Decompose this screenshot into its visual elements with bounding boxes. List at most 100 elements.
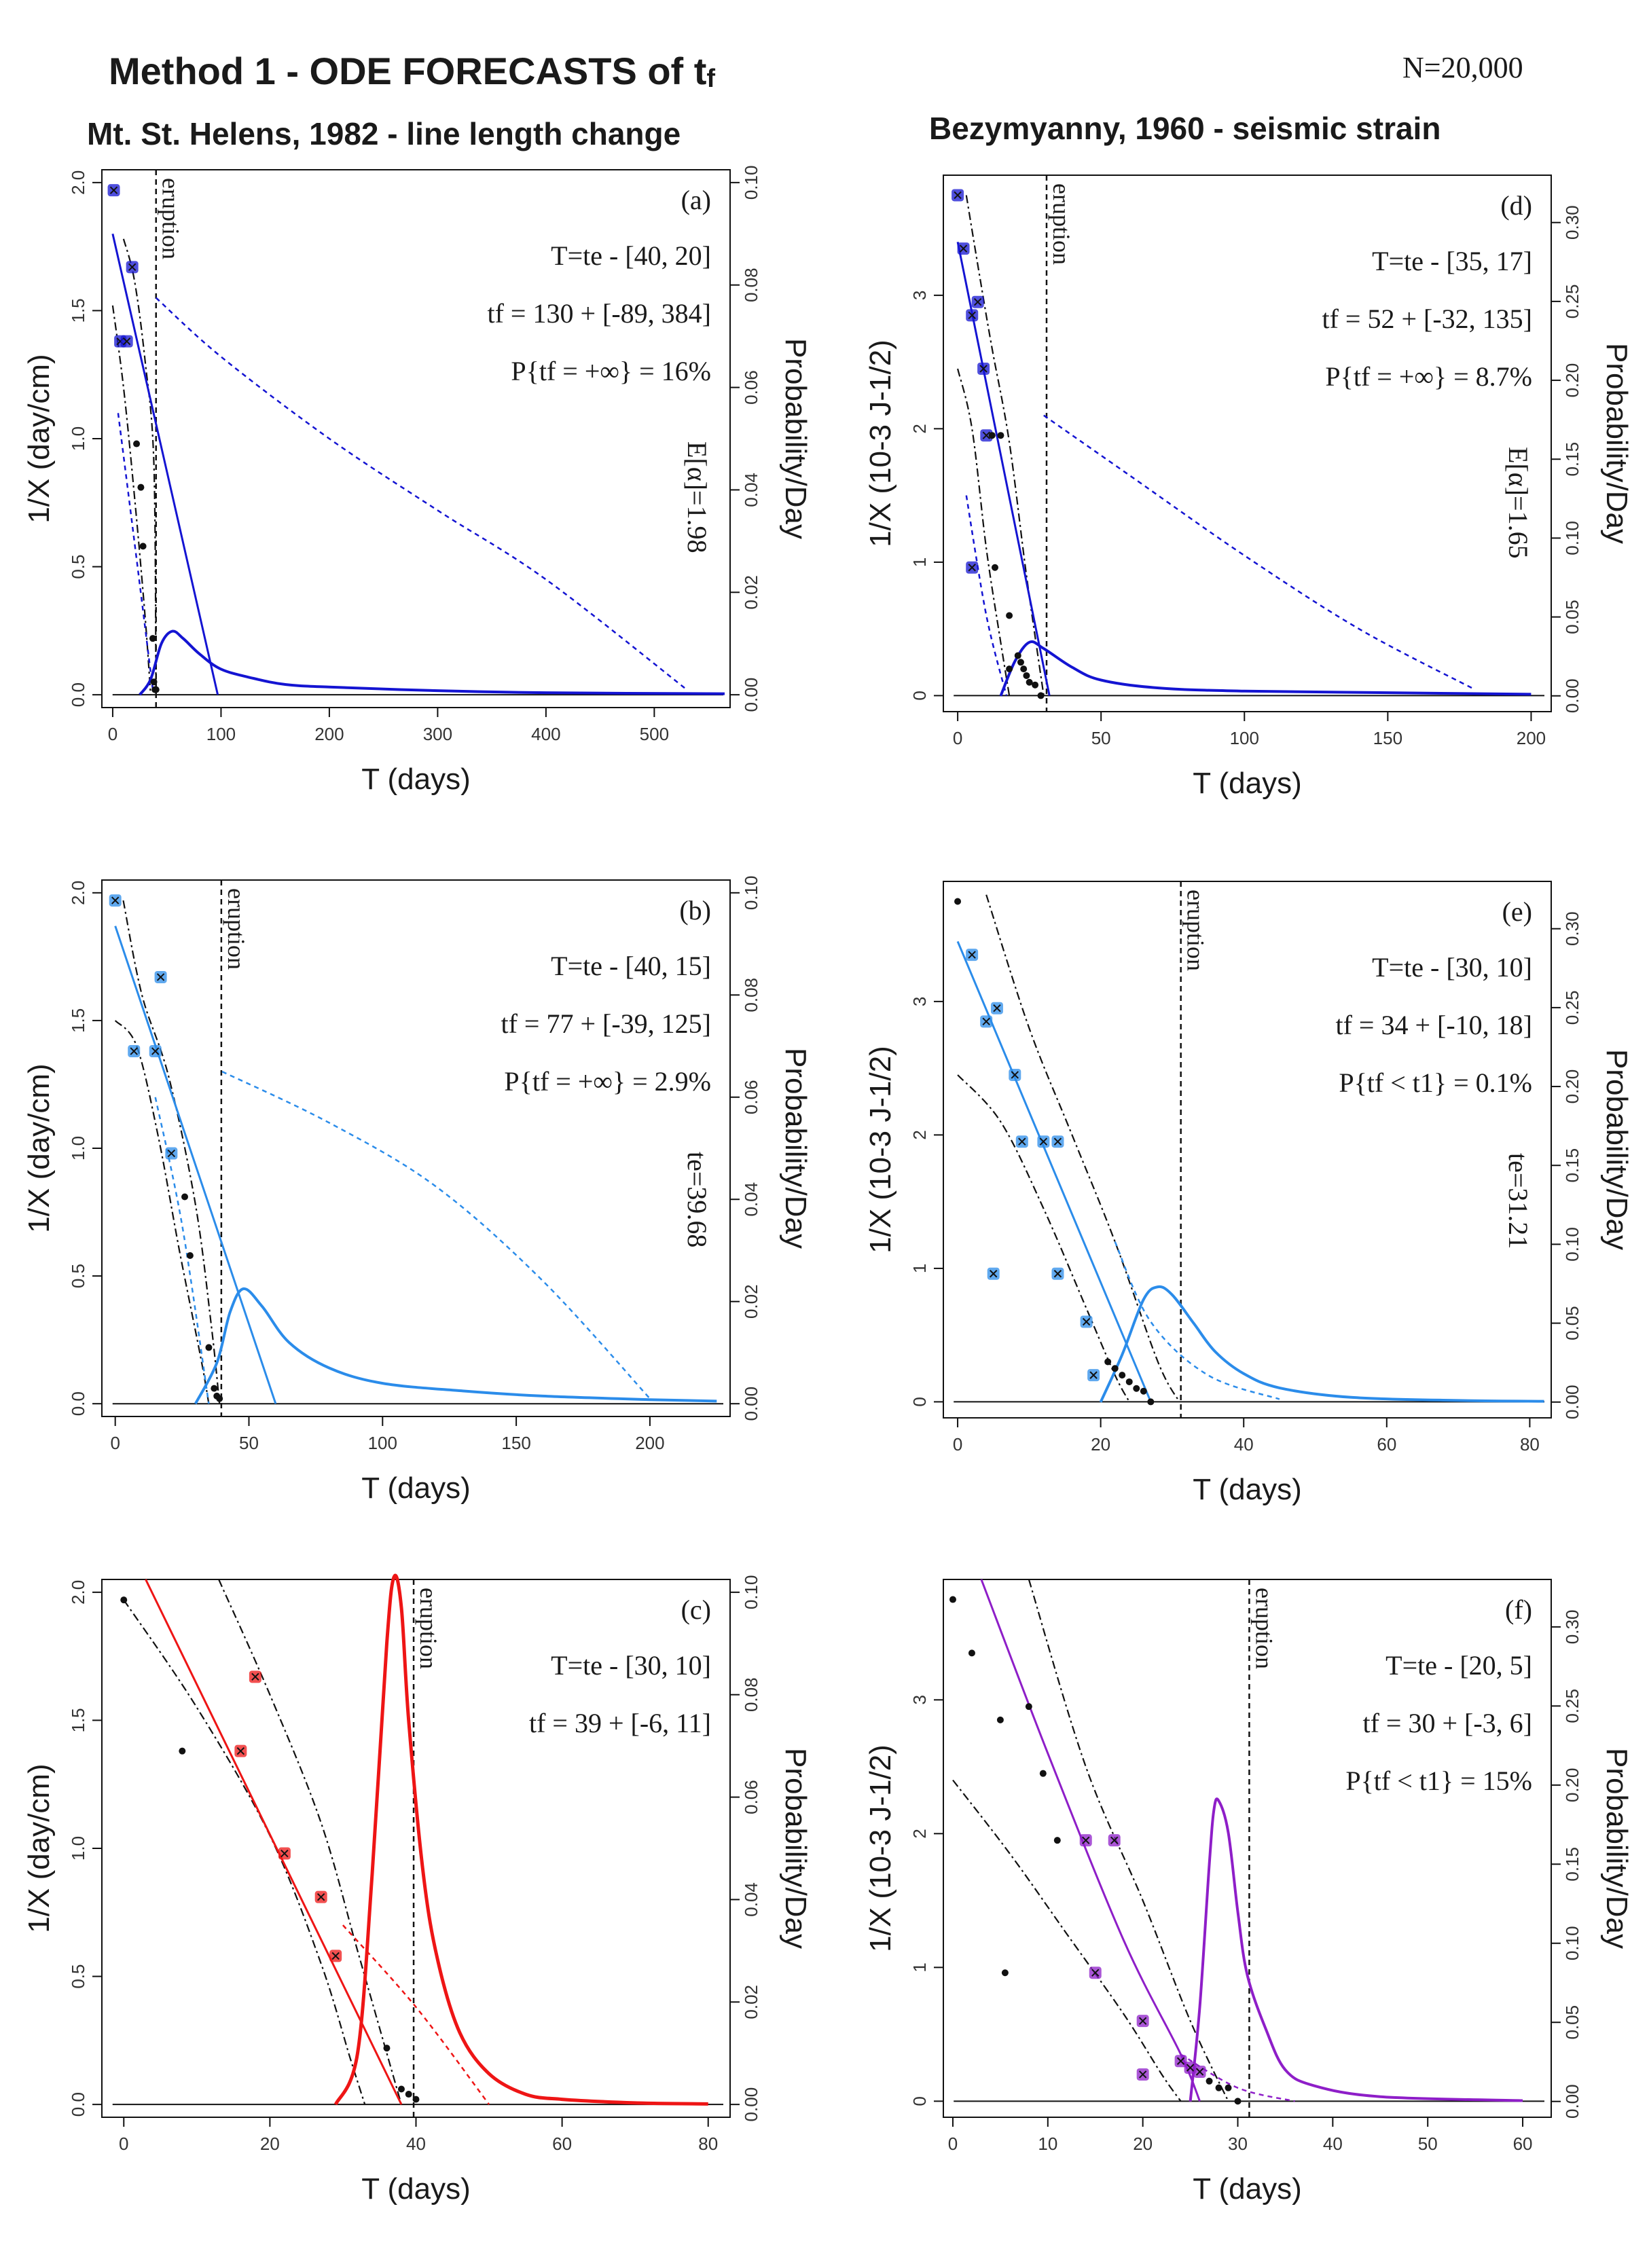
data-point: [1133, 1385, 1140, 1392]
eruption-label: eruption: [223, 888, 250, 970]
data-point: [181, 1193, 189, 1201]
data-point: [1125, 1378, 1133, 1385]
y-tick-label: 0.5: [68, 554, 88, 579]
data-point-fit-cross: [331, 1952, 340, 1960]
data-point-fit-cross: [1089, 1371, 1098, 1379]
data-point-fit-cross: [128, 263, 137, 272]
y-tick-label: 1.5: [68, 1008, 88, 1033]
x-tick-label: 400: [531, 724, 560, 744]
data-point: [1032, 681, 1039, 689]
rotated-annotation: E[α]=1.65: [1503, 447, 1534, 559]
annotation-text: T=te - [30, 10]: [551, 1650, 711, 1681]
x-tick-label: 200: [1517, 728, 1546, 748]
data-point: [1025, 1703, 1032, 1711]
y2-tick-label: 0.20: [1562, 1768, 1582, 1803]
data-point: [1234, 2098, 1242, 2105]
confidence-band-upper: [122, 900, 221, 1404]
data-point-fit: [966, 949, 979, 962]
data-point-fit: [126, 261, 139, 274]
y2-tick-label: 0.15: [1562, 1148, 1582, 1183]
chart-panel-c: 0 20 40 60 80 0.0 0.5 1.0 1.5 2.0 0.00 0.02 0.04 0.06…: [22, 1573, 812, 2206]
data-point-fit-cross: [1082, 1317, 1091, 1326]
data-point-fit-cross: [954, 191, 962, 200]
data-point-fit-cross: [156, 973, 165, 981]
x-tick-label: 0: [119, 2134, 128, 2154]
y2-tick-label: 0.02: [741, 575, 761, 610]
data-point-fit-cross: [1138, 2017, 1147, 2025]
y2-tick-label: 0.25: [1562, 285, 1582, 319]
x-tick-label: 100: [368, 1433, 397, 1453]
data-point-fit: [990, 1002, 1003, 1014]
chart-panel-a: 0 100 200 300 400 500 0.0 0.5 1.0 1.5 2.0 0.00 0.02 0…: [22, 166, 812, 796]
y-tick-label: 0.5: [68, 1264, 88, 1288]
y-axis-title: 1/X (10-3 J-1/2): [864, 1744, 897, 1952]
data-point-fit-cross: [968, 951, 976, 959]
confidence-band-lower: [123, 1599, 366, 2105]
data-point: [152, 686, 160, 693]
y2-axis-title: Probability/Day: [1600, 1748, 1633, 1949]
data-point: [1017, 659, 1024, 666]
figure-title: Method 1 - ODE FORECASTS of tf: [109, 50, 716, 93]
x-tick-label: 50: [1418, 2134, 1438, 2154]
y2-tick-label: 0.10: [1562, 1926, 1582, 1960]
x-axis-title: T (days): [361, 1471, 471, 1505]
data-point: [179, 1747, 186, 1755]
annotation-text: tf = 34 + [-10, 18]: [1335, 1010, 1532, 1040]
data-point: [949, 1596, 956, 1603]
panel-label: (b): [679, 895, 711, 926]
x-tick-label: 150: [501, 1433, 530, 1453]
data-point: [137, 483, 145, 491]
probability-density-curve: [139, 629, 725, 696]
x-tick-label: 100: [206, 724, 236, 744]
data-point-fit-cross: [151, 1047, 160, 1055]
data-point-fit: [314, 1890, 327, 1903]
data-point: [991, 564, 998, 571]
y2-tick-label: 0.06: [741, 1780, 761, 1814]
y-tick-label: 0: [909, 2096, 930, 2106]
x-tick-label: 40: [406, 2134, 426, 2154]
y2-tick-label: 0.25: [1562, 991, 1582, 1025]
annotation-text: tf = 39 + [-6, 11]: [529, 1708, 711, 1738]
data-point-fit-cross: [251, 1672, 259, 1681]
subtitle-mt-st-helens: Mt. St. Helens, 1982 - line length chang…: [87, 116, 681, 151]
y2-tick-label: 0.20: [1562, 363, 1582, 398]
annotation-text: P{tf = +∞} = 2.9%: [504, 1066, 711, 1097]
y2-tick-label: 0.00: [741, 678, 761, 712]
x-tick-label: 40: [1234, 1434, 1254, 1455]
data-point-fit: [1037, 1135, 1050, 1148]
data-point: [412, 2096, 420, 2103]
x-tick-label: 0: [108, 724, 117, 744]
y2-tick-label: 0.25: [1562, 1689, 1582, 1723]
y2-tick-label: 0.06: [741, 1080, 761, 1114]
y-tick-label: 3: [909, 1695, 930, 1704]
x-tick-label: 10: [1038, 2134, 1057, 2154]
probability-density-curve: [194, 1287, 717, 1405]
y2-tick-label: 0.04: [741, 473, 761, 507]
y2-tick-label: 0.10: [741, 166, 761, 200]
data-point: [954, 898, 962, 905]
y-tick-label: 1.0: [68, 1836, 88, 1861]
dotted-forecast-extension: [1114, 1241, 1280, 1400]
data-point-fit: [1009, 1068, 1021, 1081]
y2-tick-label: 0.04: [741, 1182, 761, 1217]
data-point-fit: [1015, 1135, 1028, 1148]
y-axis-title: 1/X (day/cm): [22, 1763, 56, 1933]
annotation-text: T=te - [30, 10]: [1372, 952, 1532, 983]
fit-line: [980, 1579, 1201, 2102]
y2-tick-label: 0.08: [741, 268, 761, 302]
y2-tick-label: 0.06: [741, 370, 761, 405]
x-tick-label: 0: [953, 728, 962, 748]
data-point-fit: [980, 429, 993, 442]
y-tick-label: 3: [909, 997, 930, 1006]
y-axis-title: 1/X (10-3 J-1/2): [864, 340, 897, 547]
data-point-fit: [1174, 2055, 1187, 2068]
data-point-fit: [1089, 1967, 1102, 1979]
chart-panel-f: 0 10 20 30 40 50 60 0 1 2 3 0.00 0.05 0.10 0.15 0.20 0.2…: [864, 1579, 1633, 2206]
rotated-annotation: E[α]=1.98: [682, 441, 712, 553]
sample-size-label: N=20,000: [1402, 51, 1523, 84]
data-point: [211, 1385, 218, 1392]
annotation-text: T=te - [40, 20]: [551, 240, 711, 271]
data-point-fit-cross: [111, 896, 120, 904]
annotation-text: T=te - [20, 5]: [1385, 1650, 1532, 1681]
panel-label: (f): [1505, 1594, 1532, 1625]
